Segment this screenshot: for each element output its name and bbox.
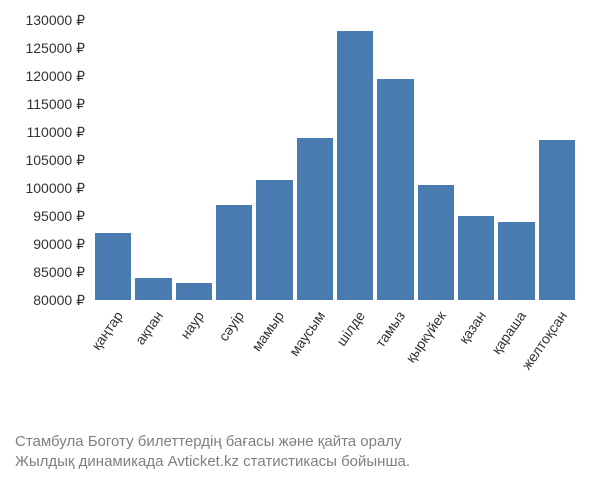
x-label: сәуір xyxy=(215,308,247,344)
x-label-wrap: қыркүйек xyxy=(418,300,454,420)
bar xyxy=(498,222,534,300)
x-label: қараша xyxy=(489,308,530,357)
y-tick: 105000 ₽ xyxy=(0,153,85,167)
y-tick: 95000 ₽ xyxy=(0,209,85,223)
chart-caption: Стамбула Боготу билеттердің бағасы және … xyxy=(15,432,410,473)
bar xyxy=(539,140,575,300)
x-axis: қаңтарақпаннаурсәуірмамырмаусымшілдетамы… xyxy=(95,300,575,420)
x-label-wrap: шілде xyxy=(337,300,373,420)
bar xyxy=(377,79,413,300)
bar xyxy=(176,283,212,300)
y-tick: 80000 ₽ xyxy=(0,293,85,307)
x-label-wrap: ақпан xyxy=(135,300,171,420)
x-label-wrap: желтоқсан xyxy=(539,300,575,420)
y-tick: 130000 ₽ xyxy=(0,13,85,27)
bar xyxy=(458,216,494,300)
bar xyxy=(337,31,373,300)
y-tick: 110000 ₽ xyxy=(0,125,85,139)
x-label: шілде xyxy=(333,308,368,349)
y-axis: 80000 ₽85000 ₽90000 ₽95000 ₽100000 ₽1050… xyxy=(0,20,90,300)
x-label-wrap: мамыр xyxy=(256,300,292,420)
bar xyxy=(418,185,454,300)
y-tick: 100000 ₽ xyxy=(0,181,85,195)
bars-container xyxy=(95,20,575,300)
x-label: тамыз xyxy=(372,308,408,350)
x-label: ақпан xyxy=(132,308,166,347)
x-label-wrap: сәуір xyxy=(216,300,252,420)
x-label-wrap: наур xyxy=(176,300,212,420)
bar-chart xyxy=(95,20,575,300)
bar xyxy=(95,233,131,300)
x-label: қаңтар xyxy=(88,308,126,353)
y-tick: 125000 ₽ xyxy=(0,41,85,55)
bar xyxy=(297,138,333,300)
y-tick: 115000 ₽ xyxy=(0,97,85,111)
x-label-wrap: қазан xyxy=(458,300,494,420)
y-tick: 85000 ₽ xyxy=(0,265,85,279)
x-label-wrap: маусым xyxy=(297,300,333,420)
y-tick: 120000 ₽ xyxy=(0,69,85,83)
x-label-wrap: қаңтар xyxy=(95,300,131,420)
caption-line-1: Стамбула Боготу билеттердің бағасы және … xyxy=(15,432,410,452)
x-label: қазан xyxy=(456,308,490,346)
x-label: наур xyxy=(177,308,207,342)
y-tick: 90000 ₽ xyxy=(0,237,85,251)
caption-line-2: Жылдық динамикада Avticket.kz статистика… xyxy=(15,452,410,472)
bar xyxy=(135,278,171,300)
bar xyxy=(216,205,252,300)
x-label: мамыр xyxy=(249,308,288,354)
bar xyxy=(256,180,292,300)
